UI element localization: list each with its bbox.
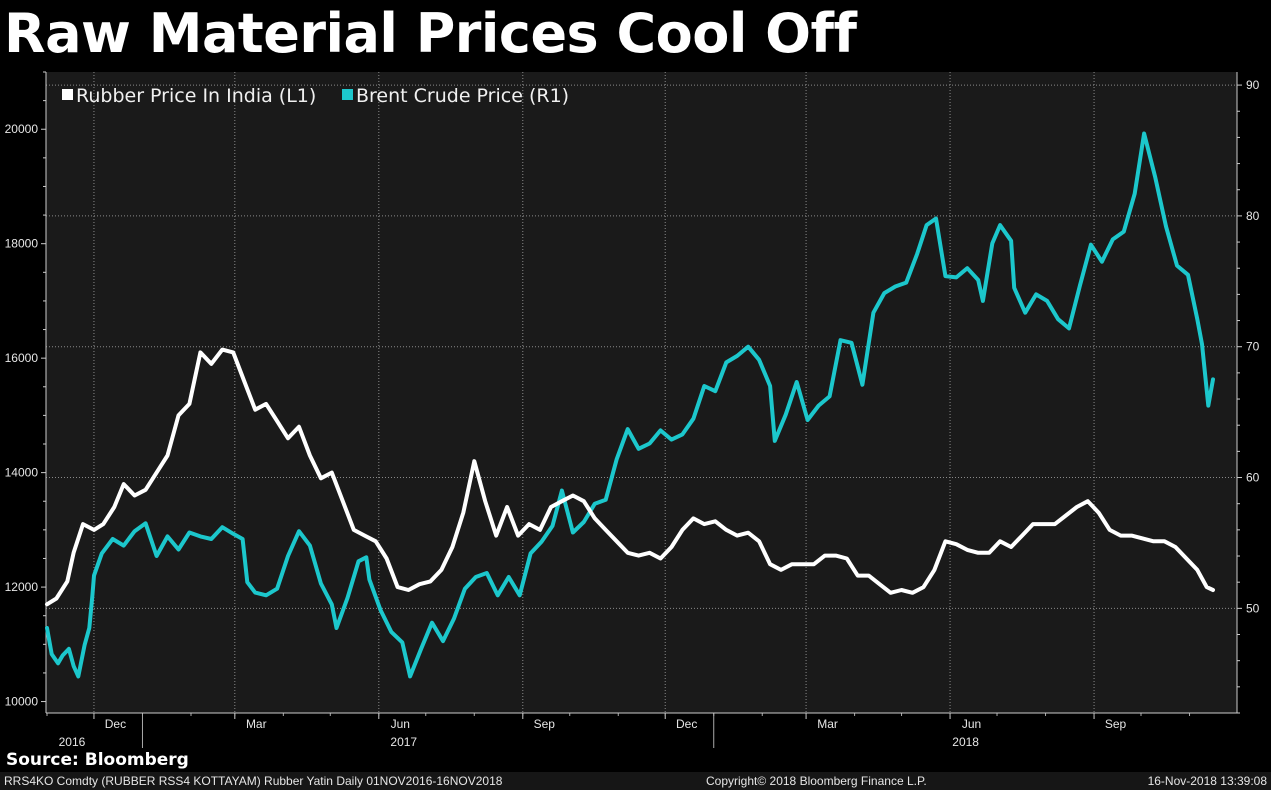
right-tick-label: 80	[1246, 209, 1260, 223]
legend-swatch	[62, 89, 73, 100]
chart-title: Raw Material Prices Cool Off	[4, 2, 857, 65]
x-tick-label: Jun	[391, 717, 410, 731]
plot-background	[46, 72, 1237, 713]
axes: Dec Mar Jun Sep Dec Mar Jun Sep 2016 2017 2018 1000…	[5, 71, 1260, 749]
x-year-label: 2017	[390, 735, 417, 749]
brent-crude-line	[45, 131, 1215, 679]
right-tick-label: 90	[1246, 78, 1260, 92]
left-tick-label: 16000	[5, 351, 39, 365]
footer-timestamp: 16-Nov-2018 13:39:08	[1147, 774, 1267, 788]
legend-swatch	[342, 89, 353, 100]
x-tick-label: Dec	[676, 717, 697, 731]
right-tick-label: 60	[1246, 471, 1260, 485]
left-tick-label: 14000	[5, 466, 39, 480]
rubber-price-line	[45, 347, 1215, 607]
footer-copyright: Copyright© 2018 Bloomberg Finance L.P.	[706, 774, 927, 788]
left-tick-label: 18000	[5, 237, 39, 251]
left-tick-label: 20000	[5, 122, 39, 136]
series-layer	[45, 131, 1215, 679]
x-tick-label: Mar	[817, 717, 838, 731]
x-tick-label: Jun	[962, 717, 981, 731]
footer-bar: RRS4KO Comdty (RUBBER RSS4 KOTTAYAM) Rub…	[0, 772, 1271, 790]
right-tick-label: 50	[1246, 601, 1260, 615]
legend-label: Rubber Price In India (L1)	[76, 85, 316, 107]
left-tick-label: 12000	[5, 580, 39, 594]
x-tick-label: Sep	[534, 717, 556, 731]
x-year-label: 2016	[59, 735, 86, 749]
x-tick-label: Sep	[1105, 717, 1127, 731]
x-year-label: 2018	[952, 735, 979, 749]
legend-label: Brent Crude Price (R1)	[356, 85, 569, 107]
legend: Rubber Price In India (L1) Brent Crude Pr…	[62, 85, 569, 107]
chart-area: Dec Mar Jun Sep Dec Mar Jun Sep 2016 2017 2018 1000…	[5, 71, 1260, 749]
footer-ticker-info: RRS4KO Comdty (RUBBER RSS4 KOTTAYAM) Rub…	[4, 774, 503, 788]
left-tick-label: 10000	[5, 695, 39, 709]
right-tick-label: 70	[1246, 340, 1260, 354]
x-tick-label: Mar	[246, 717, 267, 731]
x-tick-label: Dec	[105, 717, 126, 731]
source-note: Source: Bloomberg	[6, 750, 189, 770]
